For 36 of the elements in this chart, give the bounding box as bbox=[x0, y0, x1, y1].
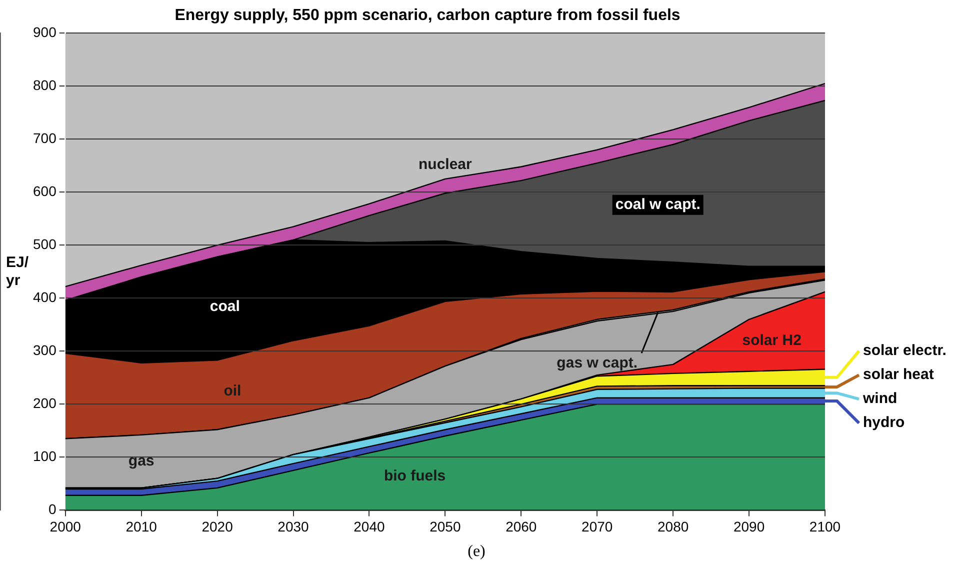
y-tick-label: 400 bbox=[33, 289, 57, 306]
text: solar electr. bbox=[863, 342, 946, 360]
series-label: gas w capt. bbox=[556, 354, 638, 372]
x-tick-label: 2010 bbox=[126, 518, 158, 534]
x-tick-label: 2090 bbox=[733, 518, 765, 534]
x-tick-label: 2100 bbox=[809, 518, 841, 534]
y-tick-label: 0 bbox=[48, 501, 57, 518]
series-label: solar H2 bbox=[742, 332, 802, 350]
y-tick-label: 300 bbox=[33, 342, 57, 358]
y-tick-label: 200 bbox=[33, 395, 57, 412]
y-tick-label: 800 bbox=[33, 77, 57, 94]
y-tick-label: 900 bbox=[33, 24, 57, 40]
x-tick-label: 2050 bbox=[430, 518, 461, 534]
legend-label: solar heat bbox=[863, 366, 934, 384]
series-label: coal w capt. bbox=[615, 196, 700, 213]
series-label: coal bbox=[210, 298, 240, 315]
series-label: oil bbox=[224, 382, 242, 400]
text: (e) bbox=[466, 543, 486, 561]
y-tick-label: 100 bbox=[33, 448, 57, 464]
series-label: nuclear bbox=[418, 156, 472, 174]
x-tick-label: 2070 bbox=[582, 518, 613, 534]
y-tick-label: 700 bbox=[33, 130, 57, 146]
x-tick-label: 2000 bbox=[50, 518, 82, 534]
legend-label: wind bbox=[862, 390, 898, 408]
x-tick-label: 2060 bbox=[506, 518, 537, 534]
y-tick-label: 600 bbox=[33, 183, 57, 200]
y-axis-title: EJ/ yr bbox=[6, 254, 30, 289]
series-label: gas bbox=[128, 452, 154, 470]
x-tick-label: 2040 bbox=[354, 518, 385, 534]
x-tick-label: 2020 bbox=[202, 518, 234, 534]
text: hydro bbox=[863, 414, 905, 432]
x-tick-label: 2080 bbox=[657, 518, 689, 534]
x-tick-label: 2030 bbox=[278, 518, 310, 534]
y-tick-label: 500 bbox=[33, 236, 57, 252]
chart-title: Energy supply, 550 ppm scenario, carbon capture from fossil fuels bbox=[174, 7, 680, 24]
series-label: bio fuels bbox=[384, 468, 446, 485]
